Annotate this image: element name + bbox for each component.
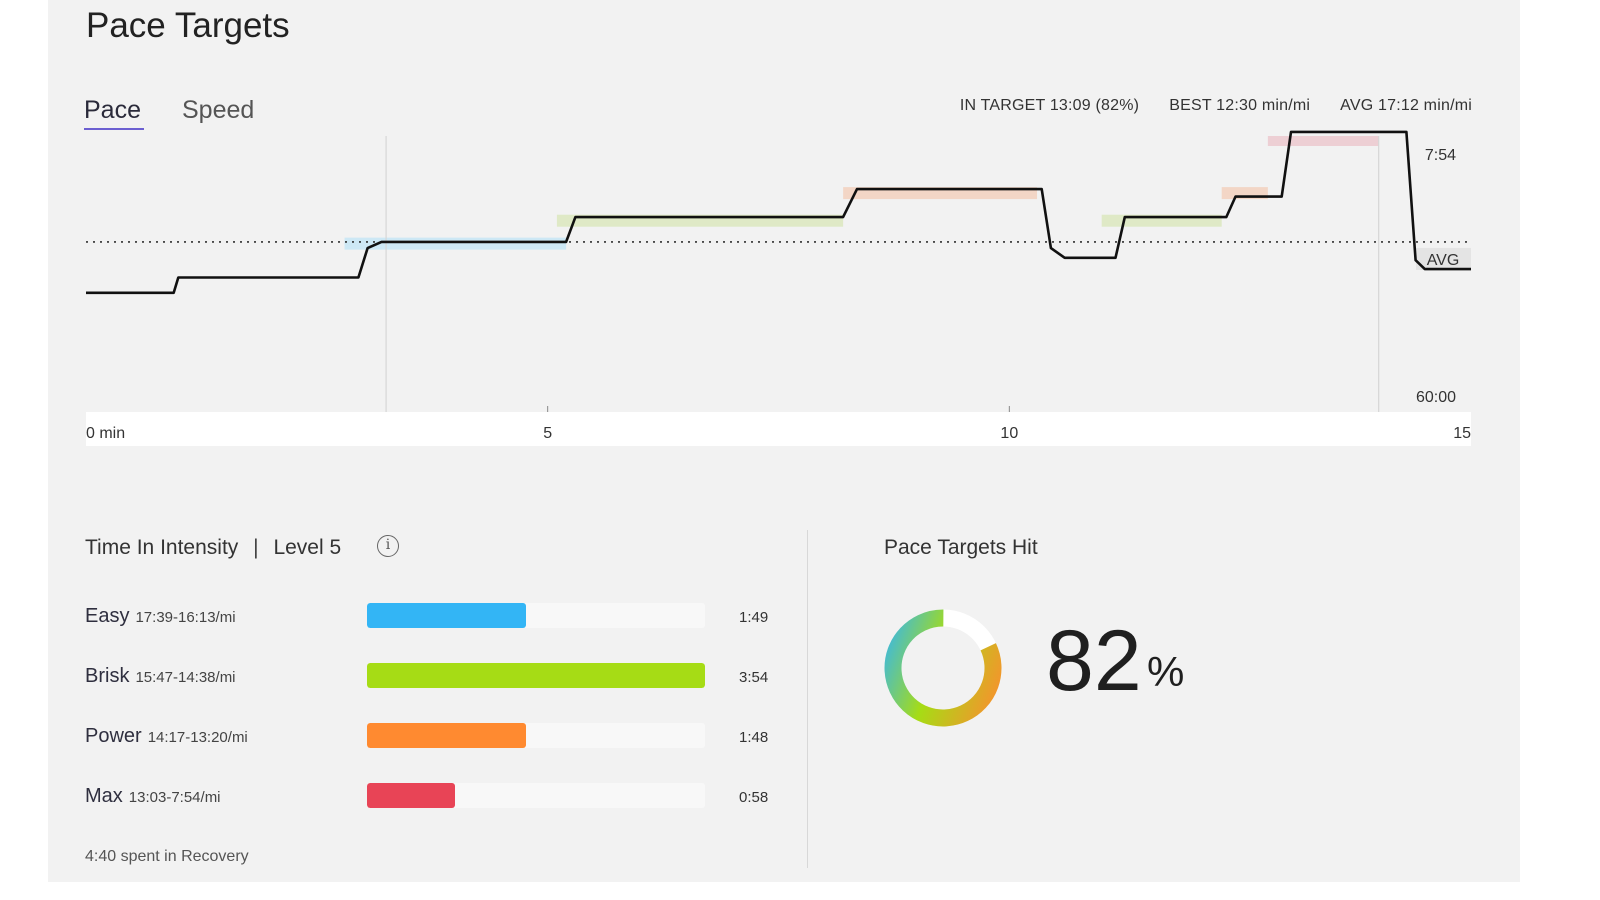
avg-label: AVG xyxy=(1427,252,1460,269)
intensity-range: 15:47-14:38/mi xyxy=(135,669,236,686)
info-icon[interactable]: i xyxy=(377,535,399,557)
plot-area xyxy=(86,136,1471,412)
intensity-duration: 1:49 xyxy=(739,609,769,626)
intensity-level: Level 5 xyxy=(273,536,342,559)
intensity-name: Brisk xyxy=(85,665,130,687)
pace-stats: IN TARGET 13:09 (82%) BEST 12:30 min/mi … xyxy=(960,97,1472,115)
intensity-bar-fill xyxy=(367,783,455,808)
tab-pace[interactable]: Pace xyxy=(84,96,141,124)
intensity-bar-track xyxy=(367,723,705,748)
intensity-row-easy: Easy 17:39-16:13/mi xyxy=(85,605,236,628)
intensity-bar-track xyxy=(367,603,705,628)
section-divider xyxy=(807,530,808,868)
intensity-row-max: Max 13:03-7:54/mi xyxy=(85,785,221,808)
x-tick-label: 15 xyxy=(1453,425,1471,442)
intensity-duration: 0:58 xyxy=(739,789,769,806)
x-tick-label: 5 xyxy=(543,425,552,442)
intensity-name: Easy xyxy=(85,605,130,627)
intensity-row-brisk: Brisk 15:47-14:38/mi xyxy=(85,665,236,688)
avg-pace-stat: AVG 17:12 min/mi xyxy=(1340,97,1472,114)
x-axis-band xyxy=(86,412,1471,446)
y-top-label: 7:54 xyxy=(1425,147,1456,164)
intensity-name: Max xyxy=(85,785,123,807)
intensity-title-text: Time In Intensity xyxy=(85,536,239,559)
intensity-range: 14:17-13:20/mi xyxy=(147,729,248,746)
intensity-range: 13:03-7:54/mi xyxy=(128,789,221,806)
x-tick-label: 0 min xyxy=(86,425,125,442)
targets-hit-title: Pace Targets Hit xyxy=(884,536,1038,559)
intensity-range: 17:39-16:13/mi xyxy=(135,609,236,626)
page-title: Pace Targets xyxy=(86,6,290,45)
intensity-name: Power xyxy=(85,725,142,747)
best-pace-stat: BEST 12:30 min/mi xyxy=(1169,97,1311,114)
intensity-duration: 1:48 xyxy=(739,729,769,746)
y-bottom-label: 60:00 xyxy=(1416,389,1456,406)
x-tick-label: 10 xyxy=(1000,425,1018,442)
intensity-bar-fill xyxy=(367,603,526,628)
pace-series-line xyxy=(86,130,1471,295)
intensity-duration: 3:54 xyxy=(739,669,769,686)
intensity-bar-track xyxy=(367,663,705,688)
recovery-text: 4:40 spent in Recovery xyxy=(85,848,249,865)
intensity-title: Time In Intensity | Level 5 xyxy=(85,536,341,560)
intensity-bar-fill xyxy=(367,723,526,748)
percent-sign: % xyxy=(1147,648,1185,695)
targets-hit-percent: 82 xyxy=(1046,613,1142,709)
intensity-row-power: Power 14:17-13:20/mi xyxy=(85,725,248,748)
target-zone-max xyxy=(1267,136,1379,146)
intensity-bar-fill xyxy=(367,663,705,688)
pace-chart: AVG 7:54 60:00 0 min 5 10 15 xyxy=(86,130,1471,446)
intensity-bar-track xyxy=(367,783,705,808)
donut-progress xyxy=(884,609,1002,727)
targets-hit-donut xyxy=(884,609,1002,727)
in-target-stat: IN TARGET 13:09 (82%) xyxy=(959,97,1140,114)
active-tab-indicator xyxy=(84,128,144,130)
tab-speed[interactable]: Speed xyxy=(182,96,255,124)
title-separator: | xyxy=(253,536,259,559)
avg-label-background xyxy=(1416,247,1471,270)
